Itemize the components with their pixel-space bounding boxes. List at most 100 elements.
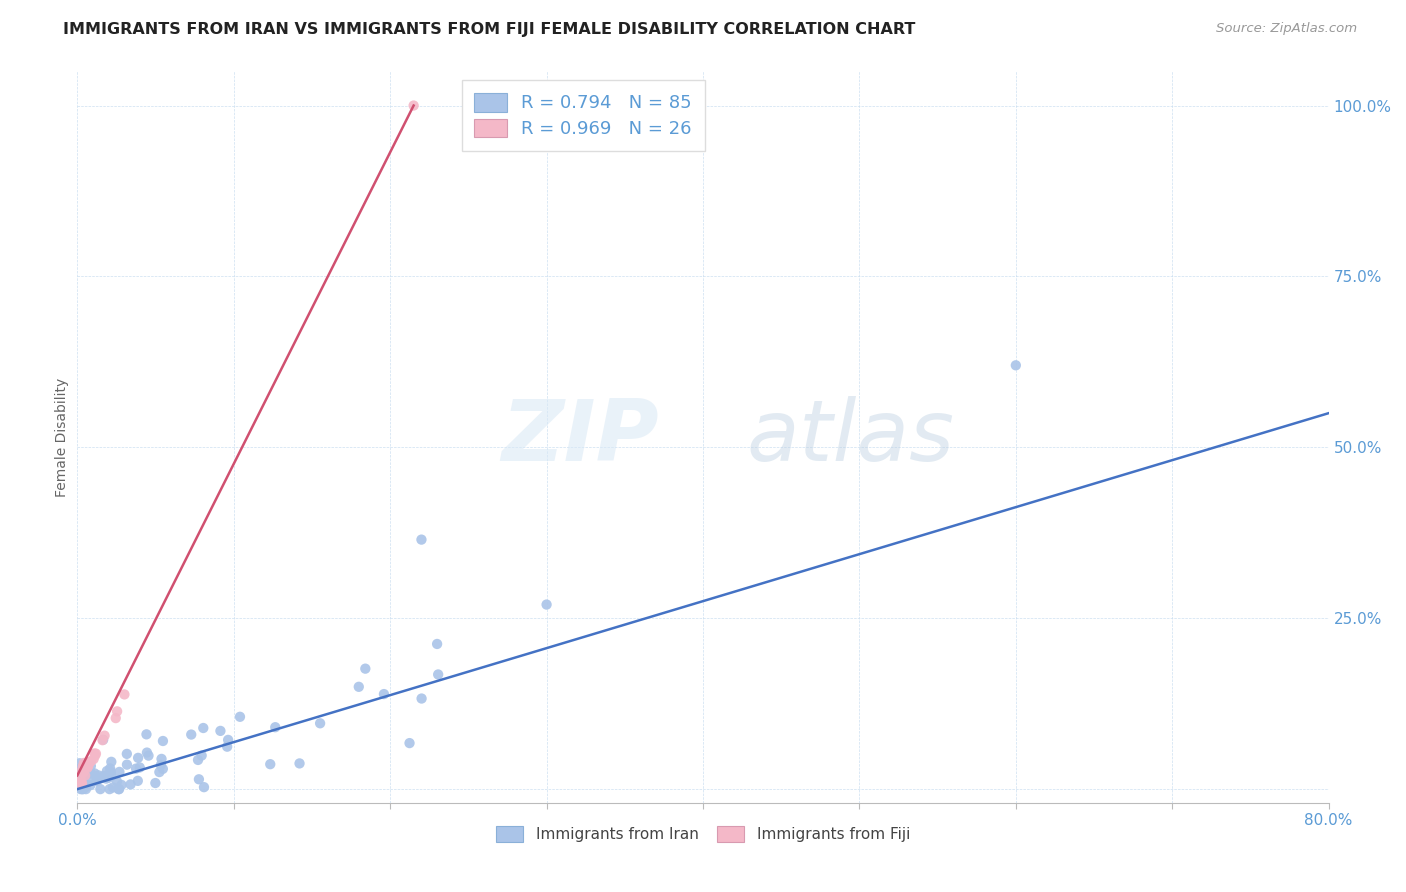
- Point: [76, 761, 98, 775]
- Point: [426, 637, 449, 651]
- Point: [72, 765, 94, 780]
- Point: [115, 747, 138, 761]
- Point: [72, 782, 94, 797]
- Point: [86, 772, 108, 787]
- Point: [69, 764, 91, 779]
- Point: [67, 764, 90, 778]
- Point: [73, 756, 96, 770]
- Point: [75, 766, 97, 780]
- Point: [77, 759, 100, 773]
- Point: [94, 772, 117, 786]
- Point: [72, 776, 94, 790]
- Point: [80, 754, 103, 768]
- Point: [72, 760, 94, 774]
- Point: [91, 732, 114, 747]
- Legend: Immigrants from Iran, Immigrants from Fiji: Immigrants from Iran, Immigrants from Fi…: [488, 819, 918, 850]
- Point: [347, 680, 370, 694]
- Point: [97, 768, 120, 782]
- Point: [108, 764, 131, 779]
- Point: [108, 782, 131, 797]
- Y-axis label: Female Disability: Female Disability: [55, 377, 69, 497]
- Point: [89, 782, 111, 797]
- Point: [190, 748, 212, 763]
- Point: [101, 780, 124, 795]
- Point: [115, 757, 138, 772]
- Point: [217, 739, 239, 754]
- Point: [100, 755, 122, 769]
- Point: [105, 774, 128, 789]
- Point: [70, 776, 93, 790]
- Point: [143, 776, 166, 790]
- Point: [136, 746, 159, 760]
- Point: [69, 771, 91, 785]
- Point: [309, 716, 332, 731]
- Point: [83, 766, 105, 780]
- Point: [354, 662, 377, 676]
- Point: [107, 782, 129, 797]
- Point: [402, 98, 425, 112]
- Point: [125, 762, 148, 776]
- Point: [80, 759, 103, 773]
- Point: [72, 766, 94, 780]
- Point: [83, 747, 105, 761]
- Point: [69, 771, 91, 785]
- Point: [83, 752, 105, 766]
- Point: [98, 782, 121, 797]
- Point: [148, 765, 170, 780]
- Point: [73, 775, 96, 789]
- Text: Source: ZipAtlas.com: Source: ZipAtlas.com: [1216, 22, 1357, 36]
- Point: [427, 667, 450, 681]
- Point: [373, 687, 395, 701]
- Point: [69, 782, 91, 797]
- Point: [135, 727, 157, 741]
- Point: [89, 772, 111, 786]
- Point: [67, 764, 90, 778]
- Point: [193, 721, 215, 735]
- Point: [150, 752, 173, 766]
- Point: [128, 760, 150, 774]
- Point: [69, 764, 91, 779]
- Point: [93, 769, 115, 783]
- Point: [98, 761, 121, 775]
- Point: [72, 782, 94, 797]
- Point: [75, 780, 97, 794]
- Point: [105, 704, 128, 718]
- Point: [110, 778, 132, 792]
- Point: [75, 782, 97, 797]
- Point: [80, 772, 103, 786]
- Point: [84, 748, 107, 763]
- Point: [91, 733, 114, 747]
- Point: [398, 736, 420, 750]
- Point: [79, 756, 101, 770]
- Point: [80, 766, 103, 780]
- Point: [96, 764, 118, 778]
- Point: [1004, 359, 1026, 373]
- Point: [97, 771, 120, 785]
- Point: [84, 747, 107, 761]
- Point: [72, 758, 94, 772]
- Text: IMMIGRANTS FROM IRAN VS IMMIGRANTS FROM FIJI FEMALE DISABILITY CORRELATION CHART: IMMIGRANTS FROM IRAN VS IMMIGRANTS FROM …: [63, 22, 915, 37]
- Point: [75, 768, 97, 782]
- Point: [152, 762, 174, 776]
- Point: [411, 691, 433, 706]
- Point: [104, 711, 127, 725]
- Text: ZIP: ZIP: [502, 395, 659, 479]
- Point: [70, 776, 93, 790]
- Point: [100, 769, 122, 783]
- Point: [86, 773, 108, 788]
- Point: [127, 751, 149, 765]
- Point: [67, 772, 90, 787]
- Point: [152, 734, 174, 748]
- Point: [411, 533, 433, 547]
- Point: [259, 757, 281, 772]
- Point: [120, 777, 142, 791]
- Point: [69, 766, 91, 780]
- Point: [138, 748, 160, 763]
- Point: [67, 776, 90, 790]
- Point: [112, 687, 135, 701]
- Text: atlas: atlas: [747, 395, 955, 479]
- Point: [79, 778, 101, 792]
- Point: [69, 762, 91, 776]
- Point: [73, 761, 96, 775]
- Point: [217, 732, 239, 747]
